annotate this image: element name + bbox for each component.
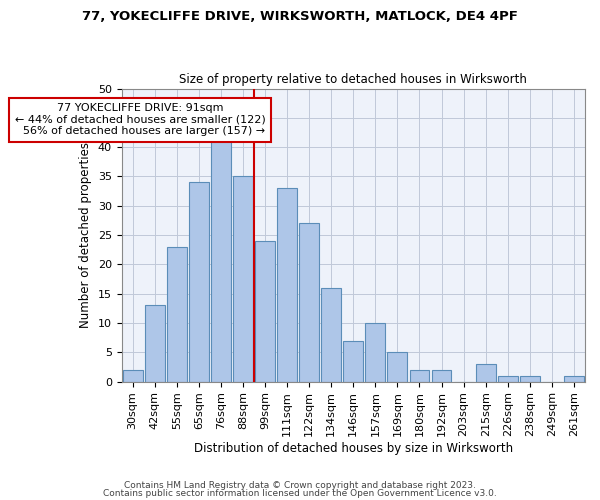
Bar: [255, 241, 275, 382]
Text: 77, YOKECLIFFE DRIVE, WIRKSWORTH, MATLOCK, DE4 4PF: 77, YOKECLIFFE DRIVE, WIRKSWORTH, MATLOC…: [82, 10, 518, 23]
Text: 77 YOKECLIFFE DRIVE: 91sqm
← 44% of detached houses are smaller (122)
  56% of d: 77 YOKECLIFFE DRIVE: 91sqm ← 44% of deta…: [15, 103, 266, 136]
Bar: [167, 247, 187, 382]
Title: Size of property relative to detached houses in Wirksworth: Size of property relative to detached ho…: [179, 73, 527, 86]
Bar: [410, 370, 430, 382]
Bar: [233, 176, 253, 382]
Bar: [211, 136, 231, 382]
Bar: [520, 376, 540, 382]
Bar: [365, 323, 385, 382]
Y-axis label: Number of detached properties: Number of detached properties: [79, 142, 92, 328]
Bar: [122, 370, 143, 382]
Bar: [299, 224, 319, 382]
Bar: [189, 182, 209, 382]
Bar: [145, 306, 164, 382]
Text: Contains HM Land Registry data © Crown copyright and database right 2023.: Contains HM Land Registry data © Crown c…: [124, 481, 476, 490]
Bar: [388, 352, 407, 382]
Text: Contains public sector information licensed under the Open Government Licence v3: Contains public sector information licen…: [103, 488, 497, 498]
Bar: [343, 340, 363, 382]
Bar: [476, 364, 496, 382]
Bar: [564, 376, 584, 382]
Bar: [498, 376, 518, 382]
X-axis label: Distribution of detached houses by size in Wirksworth: Distribution of detached houses by size …: [194, 442, 513, 455]
Bar: [431, 370, 451, 382]
Bar: [321, 288, 341, 382]
Bar: [277, 188, 297, 382]
